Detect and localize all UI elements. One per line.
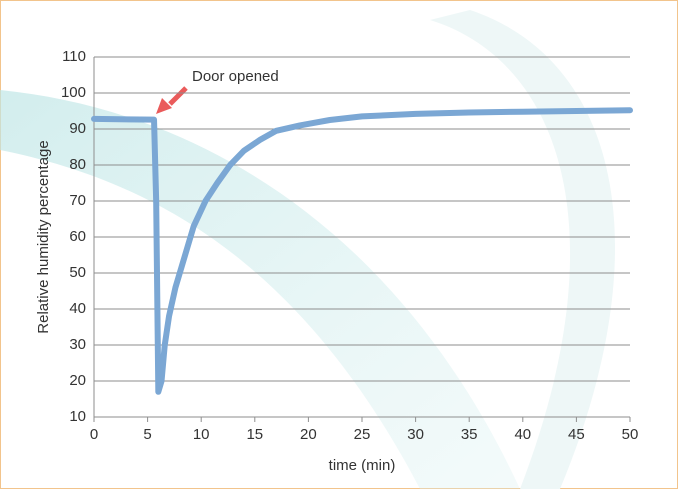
- y-tick-label: 100: [61, 84, 86, 101]
- x-tick-label: 15: [246, 426, 263, 443]
- y-tick-label: 20: [69, 372, 86, 389]
- data-line: [91, 107, 633, 395]
- x-tick-label: 10: [193, 426, 210, 443]
- y-tick-label: 30: [69, 336, 86, 353]
- y-tick-label: 90: [69, 120, 86, 137]
- annotation: Door opened: [192, 68, 279, 85]
- y-tick-label: 70: [69, 192, 86, 209]
- x-tick-label: 25: [354, 426, 371, 443]
- y-tick-label: 80: [69, 156, 86, 173]
- x-tick-label: 0: [90, 426, 98, 443]
- annotation-arrow-head: [156, 98, 172, 114]
- x-tick-label: 50: [622, 426, 639, 443]
- x-tick-label: 40: [514, 426, 531, 443]
- background-swirl: [0, 90, 520, 489]
- y-tick-label: 40: [69, 300, 86, 317]
- x-tick-label: 35: [461, 426, 478, 443]
- annotation-arrow: [168, 86, 188, 106]
- x-tick-label: 5: [143, 426, 151, 443]
- y-axis-label: Relative humidity percentage: [35, 140, 52, 333]
- y-tick-label: 10: [69, 408, 86, 425]
- y-tick-label: 50: [69, 264, 86, 281]
- y-tick-label: 60: [69, 228, 86, 245]
- y-tick-label: 110: [62, 48, 86, 65]
- x-axis-label: time (min): [329, 457, 396, 474]
- x-tick-label: 20: [300, 426, 317, 443]
- background-swirl: [430, 10, 616, 489]
- x-tick-label: 30: [407, 426, 424, 443]
- x-tick-label: 45: [568, 426, 585, 443]
